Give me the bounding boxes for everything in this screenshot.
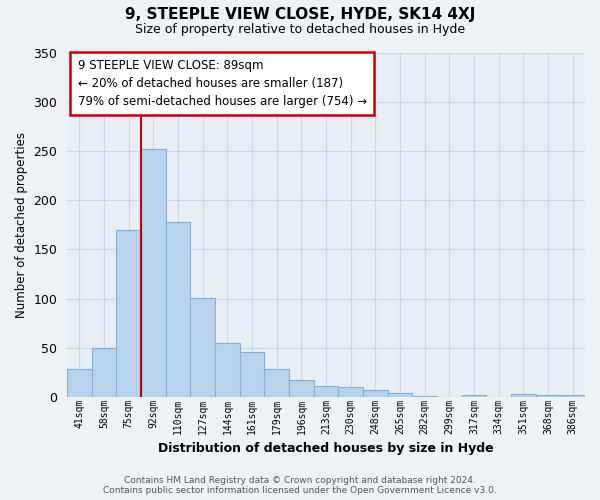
Text: Contains HM Land Registry data © Crown copyright and database right 2024.
Contai: Contains HM Land Registry data © Crown c… [103,476,497,495]
Bar [166,222,190,397]
Bar [363,390,388,397]
Text: 9, STEEPLE VIEW CLOSE, HYDE, SK14 4XJ: 9, STEEPLE VIEW CLOSE, HYDE, SK14 4XJ [125,8,475,22]
Bar [215,343,240,397]
Bar [265,370,289,397]
Bar [536,395,560,397]
Text: Size of property relative to detached houses in Hyde: Size of property relative to detached ho… [135,22,465,36]
X-axis label: Distribution of detached houses by size in Hyde: Distribution of detached houses by size … [158,442,494,455]
Bar [67,370,92,397]
Bar [338,387,363,397]
Bar [289,380,314,397]
Bar [314,386,338,397]
Bar [560,395,585,397]
Bar [462,395,487,397]
Bar [240,352,265,397]
Y-axis label: Number of detached properties: Number of detached properties [15,132,28,318]
Bar [388,393,412,397]
Bar [92,348,116,397]
Bar [190,298,215,397]
Bar [116,230,141,397]
Text: 9 STEEPLE VIEW CLOSE: 89sqm
← 20% of detached houses are smaller (187)
79% of se: 9 STEEPLE VIEW CLOSE: 89sqm ← 20% of det… [77,60,367,108]
Bar [412,396,437,397]
Bar [141,149,166,397]
Bar [511,394,536,397]
